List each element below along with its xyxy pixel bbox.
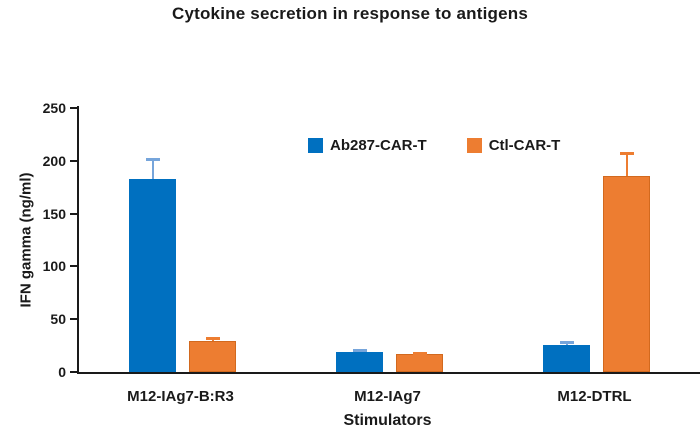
error-bar-Ab287-CAR-T-M12-IAg7 xyxy=(352,349,367,353)
error-bar-Ab287-CAR-T-M12-IAg7-B:R3 xyxy=(145,157,160,179)
legend: Ab287-CAR-T Ctl-CAR-T xyxy=(308,137,560,154)
bar-Ctl-CAR-T-M12-IAg7 xyxy=(396,354,443,372)
x-axis-title: Stimulators xyxy=(343,412,432,429)
bar-Ab287-CAR-T-M12-IAg7-B:R3 xyxy=(129,178,176,372)
y-tick-label: 0 xyxy=(58,364,66,380)
y-tick-mark xyxy=(70,107,77,109)
y-axis-title: IFN gamma (ng/ml) xyxy=(17,172,35,308)
y-tick-mark xyxy=(70,371,77,373)
error-bar-cap xyxy=(205,337,220,341)
y-tick-label: 250 xyxy=(42,100,66,116)
error-bar-cap xyxy=(559,341,574,345)
error-bar-cap xyxy=(145,157,160,161)
legend-swatch-icon xyxy=(308,138,323,153)
error-bar-line xyxy=(151,157,154,179)
legend-item-Ctl-CAR-T: Ctl-CAR-T xyxy=(466,137,561,154)
legend-label: Ctl-CAR-T xyxy=(488,137,561,154)
error-bar-line xyxy=(625,152,628,176)
y-tick-mark xyxy=(70,318,77,321)
error-bar-cap xyxy=(412,351,427,355)
plot-area: Ab287-CAR-T Ctl-CAR-T xyxy=(77,106,700,374)
bars-layer xyxy=(79,108,700,372)
y-tick-label: 100 xyxy=(42,258,66,275)
legend-item-Ab287-CAR-T: Ab287-CAR-T xyxy=(308,137,427,154)
bar-Ab287-CAR-T-M12-DTRL xyxy=(543,344,590,372)
error-bar-Ab287-CAR-T-M12-DTRL xyxy=(559,341,574,345)
x-axis-category-labels: M12-IAg7-B:R3 M12-IAg7 M12-DTRL xyxy=(77,388,698,405)
y-tick-label: 150 xyxy=(42,205,66,222)
error-bar-Ctl-CAR-T-M12-DTRL xyxy=(619,152,634,176)
x-category-label: M12-IAg7 xyxy=(354,388,421,405)
bar-Ab287-CAR-T-M12-IAg7 xyxy=(336,351,383,372)
error-bar-Ctl-CAR-T-M12-IAg7 xyxy=(412,351,427,355)
chart-title: Cytokine secretion in response to antige… xyxy=(171,4,529,23)
y-tick-label: 50 xyxy=(50,311,66,328)
error-bar-Ctl-CAR-T-M12-IAg7-B:R3 xyxy=(205,337,220,342)
y-tick-mark xyxy=(70,159,77,162)
error-bar-cap xyxy=(619,152,634,156)
bar-Ctl-CAR-T-M12-IAg7-B:R3 xyxy=(189,341,236,372)
x-category-label: M12-DTRL xyxy=(557,388,632,405)
y-tick-label: 200 xyxy=(42,152,66,169)
legend-label: Ab287-CAR-T xyxy=(330,137,427,154)
y-tick-mark xyxy=(70,265,77,268)
legend-swatch-icon xyxy=(466,138,482,153)
error-bar-cap xyxy=(352,349,367,353)
bar-Ctl-CAR-T-M12-DTRL xyxy=(603,175,650,372)
x-category-label: M12-IAg7-B:R3 xyxy=(127,388,234,405)
y-tick-mark xyxy=(70,212,77,215)
